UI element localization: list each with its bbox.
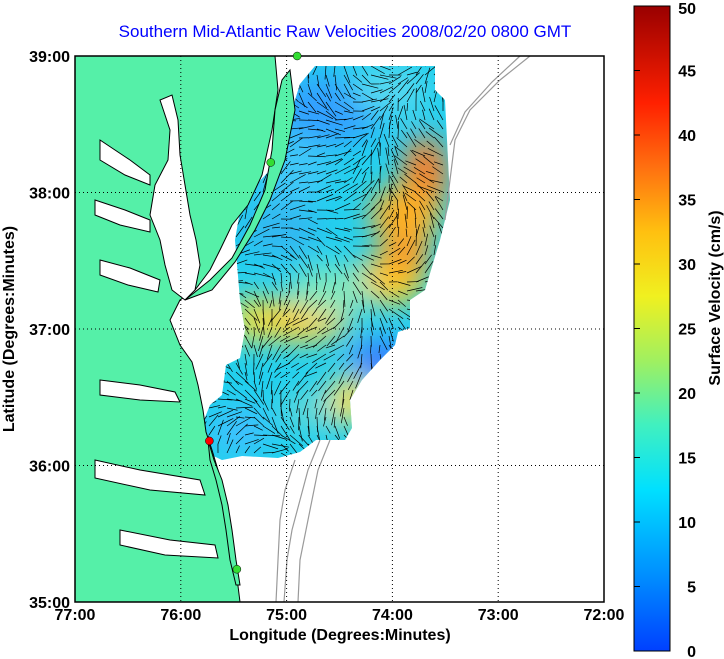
station-markers (205, 51, 302, 574)
station-north-marker (292, 51, 302, 61)
x-tick-labels: 77:00 76:00 75:00 74:00 73:00 72:00 (55, 607, 625, 624)
station-hatteras-north-marker (205, 436, 214, 446)
station-south-marker (232, 564, 242, 574)
x-tick-label: 72:00 (584, 607, 625, 624)
x-tick-label: 77:00 (55, 607, 96, 624)
plot-frame (74, 55, 605, 603)
colorbar-tick-label: 0 (687, 644, 696, 659)
station-mid-marker (266, 158, 275, 167)
chesapeake-bay (149, 94, 201, 301)
outer-banks (207, 439, 241, 586)
x-tick-label: 76:00 (160, 607, 201, 624)
colorbar-tick-label: 20 (678, 386, 696, 403)
y-tick-label: 36:00 (29, 459, 70, 476)
velocity-field (200, 66, 450, 460)
y-tick-label: 37:00 (29, 322, 70, 339)
x-tick-label: 73:00 (478, 607, 519, 624)
y-tick-label: 38:00 (29, 186, 70, 203)
y-tick-label: 35:00 (29, 595, 70, 612)
colorbar-tick-label: 40 (678, 128, 696, 145)
bathymetry-contours (275, 55, 531, 603)
colorbar-tick-label: 30 (678, 257, 696, 274)
colorbar-tick-label: 10 (678, 515, 696, 532)
y-tick-label: 39:00 (29, 49, 70, 66)
colorbar-label: Surface Velocity (cm/s) (707, 210, 724, 385)
colorbar-tick-label: 50 (678, 1, 696, 18)
colorbar-tick-label: 25 (678, 322, 696, 339)
delmarva-peninsula (184, 68, 296, 301)
colorbar-tick-label: 5 (687, 580, 696, 597)
colorbar-tick-label: 15 (678, 451, 696, 468)
colorbar-tick-label: 45 (678, 64, 696, 81)
x-tick-label: 74:00 (372, 607, 413, 624)
y-tick-labels: 39:00 38:00 37:00 36:00 35:00 (29, 49, 70, 612)
x-axis-label: Longitude (Degrees:Minutes) (229, 627, 450, 644)
plot-title: Southern Mid-Atlantic Raw Velocities 200… (118, 22, 572, 41)
x-tick-label: 75:00 (266, 607, 307, 624)
grid-lines (75, 56, 604, 602)
colorbar-tick-label: 35 (678, 193, 696, 210)
y-axis-label: Latitude (Degrees:Minutes) (1, 226, 18, 432)
